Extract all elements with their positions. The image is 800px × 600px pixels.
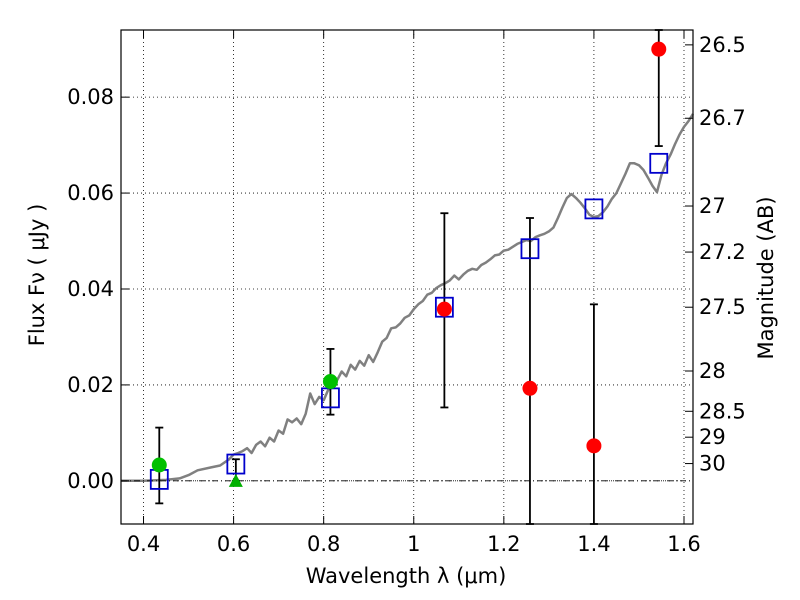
right-tick-label: 27.2 xyxy=(699,240,746,264)
model-flux-square xyxy=(520,238,540,260)
error-bar xyxy=(589,303,598,525)
red-flux-point xyxy=(436,301,452,317)
right-axis-label: Magnitude (AB) xyxy=(754,196,778,359)
model-spectrum-layer xyxy=(121,113,695,483)
data-markers xyxy=(149,41,669,490)
green-flux-point xyxy=(322,374,338,390)
model-flux-square xyxy=(226,453,246,475)
y-axis-label: Flux Fν ( μJy ) xyxy=(25,204,49,347)
grid xyxy=(121,30,693,524)
red-flux-point xyxy=(651,41,667,57)
right-tick-label: 27 xyxy=(699,194,726,218)
y-tick-label: 0.02 xyxy=(67,373,114,397)
right-tick-label: 26.5 xyxy=(699,33,746,57)
y-tick-label: 0.00 xyxy=(67,469,114,493)
error-bars xyxy=(155,29,663,525)
y-tick-label: 0.04 xyxy=(67,277,114,301)
right-tick-label: 30 xyxy=(699,452,726,476)
red-flux-point xyxy=(586,438,602,454)
axis-ticks xyxy=(121,30,693,524)
model-flux-square xyxy=(434,296,454,318)
right-tick-label: 28 xyxy=(699,359,726,383)
x-tick-label: 1 xyxy=(407,532,420,556)
model-flux-square xyxy=(584,198,604,220)
x-tick-label: 1.4 xyxy=(577,532,610,556)
model-flux-square xyxy=(649,152,669,174)
right-tick-label: 27.5 xyxy=(699,295,746,319)
x-tick-label: 1.2 xyxy=(487,532,520,556)
green-triangle-point xyxy=(228,473,243,487)
y-tick-label: 0.06 xyxy=(67,181,114,205)
green-flux-point xyxy=(151,457,167,473)
red-flux-point xyxy=(522,380,538,396)
model-spectrum-line xyxy=(121,113,695,483)
plot-frame xyxy=(120,29,694,525)
right-tick-label: 28.5 xyxy=(699,399,746,423)
x-axis-label: Wavelength λ (μm) xyxy=(306,564,507,588)
x-tick-label: 1.6 xyxy=(667,532,700,556)
tick-labels: 0.4 0.6 0.8 1 1.2 1.4 1.6 0.00 0.02 0.04 0.06 0.08 2… xyxy=(67,33,746,556)
x-tick-label: 0.6 xyxy=(217,532,250,556)
right-tick-label: 29 xyxy=(699,425,726,449)
right-tick-label: 26.7 xyxy=(699,106,746,130)
x-tick-label: 0.4 xyxy=(127,532,160,556)
y-tick-label: 0.08 xyxy=(67,85,114,109)
error-bar xyxy=(525,217,534,525)
x-tick-label: 0.8 xyxy=(307,532,340,556)
